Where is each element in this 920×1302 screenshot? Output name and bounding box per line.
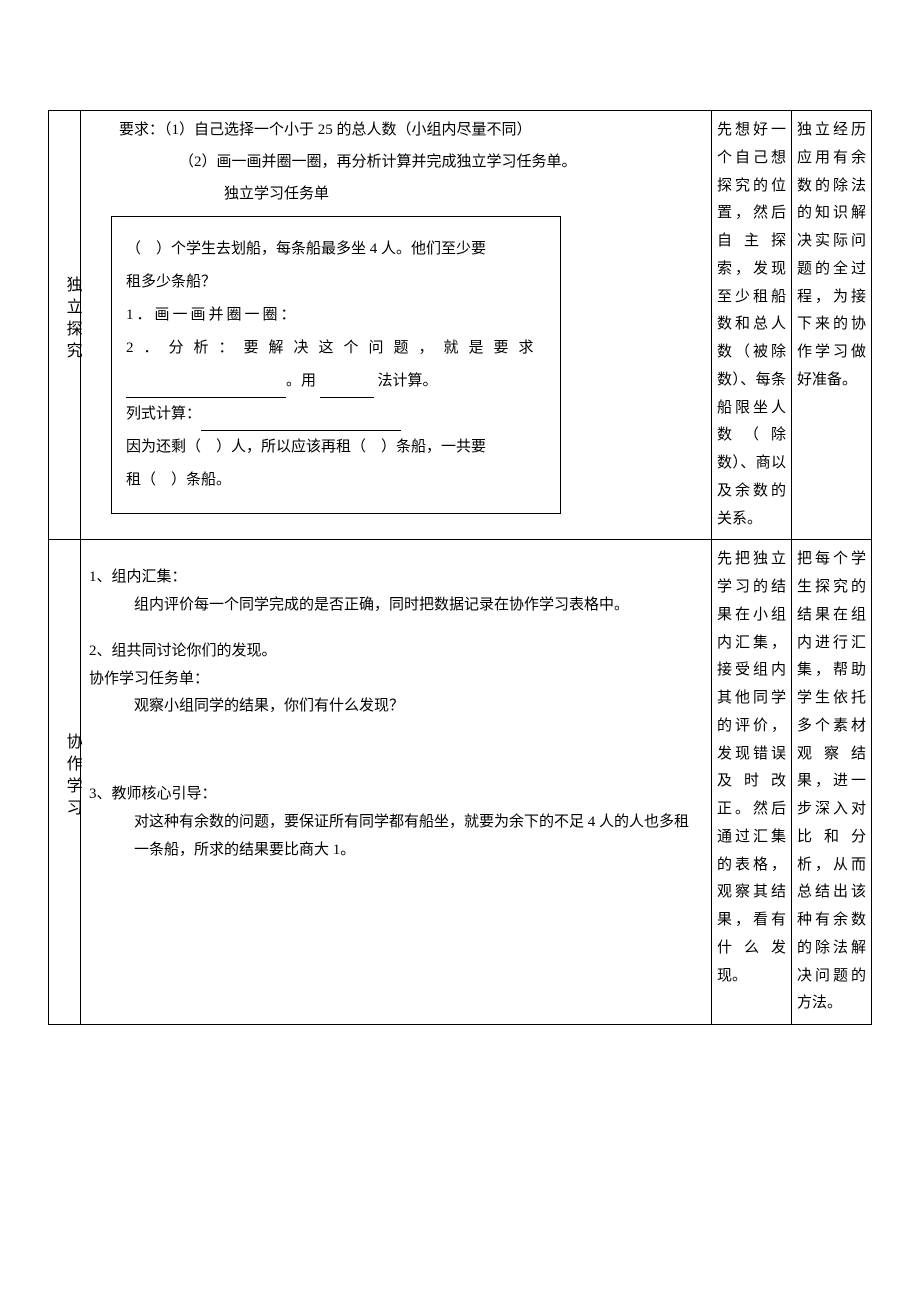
row2-side1: 先把独立学习的结果在小组内汇集，接受组内其他同学的评价，发现错误及时改正。然后通… [712, 540, 792, 1025]
section-1: 1、组内汇集： 组内评价每一个同学完成的是否正确，同时把数据记录在协作学习表格中… [89, 564, 703, 620]
row2-label-cell: 协作学习 [49, 540, 81, 1025]
section-3: 3、教师核心引导： 对这种有余数的问题，要保证所有同学都有船坐，就要为余下的不足… [89, 781, 703, 864]
box-line-1: （ ）个学生去划船，每条船最多坐 4 人。他们至少要 [126, 233, 546, 266]
p2-title: 2、组共同讨论你们的发现。 [89, 638, 703, 666]
p1-body: 组内评价每一个同学完成的是否正确，同时把数据记录在协作学习表格中。 [89, 592, 703, 620]
row1-side1: 先想好一个自己想探究的位置，然后自主探索，发现至少租船数和总人数（被除数）、每条… [712, 111, 792, 540]
row2-label: 协作学习 [57, 733, 87, 821]
box-line-4: 列式计算： [126, 398, 546, 431]
row1-label-cell: 独立探究 [49, 111, 81, 540]
box-line-3b: 。用 [286, 373, 316, 389]
task-sheet-box: （ ）个学生去划船，每条船最多坐 4 人。他们至少要 租多少条船？ 1．画一画并… [111, 216, 561, 514]
blank-long-1 [126, 383, 286, 398]
box-line-3c: 法计算。 [378, 373, 438, 389]
p2-sub2: 观察小组同学的结果，你们有什么发现？ [89, 693, 703, 721]
requirement-line-2: （2）画一画并圈一圈，再分析计算并完成独立学习任务单。 [89, 149, 703, 177]
p3-title: 3、教师核心引导： [89, 781, 703, 809]
row-independent-inquiry: 独立探究 要求：（1）自己选择一个小于 25 的总人数（小组内尽量不同） （2）… [49, 111, 872, 540]
lesson-plan-table: 独立探究 要求：（1）自己选择一个小于 25 的总人数（小组内尽量不同） （2）… [48, 110, 872, 1025]
row2-main-cell: 1、组内汇集： 组内评价每一个同学完成的是否正确，同时把数据记录在协作学习表格中… [81, 540, 712, 1025]
box-line-3-fill: 。用 法计算。 [126, 365, 546, 398]
box-line-4a: 列式计算： [126, 406, 201, 422]
requirement-line-1: 要求：（1）自己选择一个小于 25 的总人数（小组内尽量不同） [89, 117, 703, 145]
blank-short-1 [320, 383, 374, 398]
box-line-5: 因为还剩（ ）人，所以应该再租（ ）条船，一共要 [126, 431, 546, 464]
box-line-1b: 租多少条船？ [126, 266, 546, 299]
row-collaborative-learning: 协作学习 1、组内汇集： 组内评价每一个同学完成的是否正确，同时把数据记录在协作… [49, 540, 872, 1025]
box-line-3a: 2．分析：要解决这个问题，就是要求 [126, 332, 546, 365]
section-2: 2、组共同讨论你们的发现。 协作学习任务单： 观察小组同学的结果，你们有什么发现… [89, 638, 703, 721]
p2-sub1: 协作学习任务单： [89, 666, 703, 694]
row1-main-cell: 要求：（1）自己选择一个小于 25 的总人数（小组内尽量不同） （2）画一画并圈… [81, 111, 712, 540]
p3-body: 对这种有余数的问题，要保证所有同学都有船坐，就要为余下的不足 4 人的人也多租一… [134, 814, 689, 858]
row1-side2: 独立经历应用有余数的除法的知识解决实际问题的全过程，为接下来的协作学习做好准备。 [792, 111, 872, 540]
box-line-2: 1．画一画并圈一圈： [126, 299, 546, 332]
task-sheet-title: 独立学习任务单 [89, 181, 703, 209]
p1-title: 1、组内汇集： [89, 564, 703, 592]
row1-label: 独立探究 [57, 276, 87, 364]
p3-body-wrap: 对这种有余数的问题，要保证所有同学都有船坐，就要为余下的不足 4 人的人也多租一… [89, 809, 703, 865]
blank-med-1 [201, 416, 401, 431]
box-line-5b: 租（ ）条船。 [126, 464, 546, 497]
box-line-1a: （ ）个学生去划船，每条船最多坐 4 人。他们至少要 [126, 241, 486, 257]
row2-side2: 把每个学生探究的结果在组内进行汇集，帮助学生依托多个素材观察结果，进一步深入对比… [792, 540, 872, 1025]
